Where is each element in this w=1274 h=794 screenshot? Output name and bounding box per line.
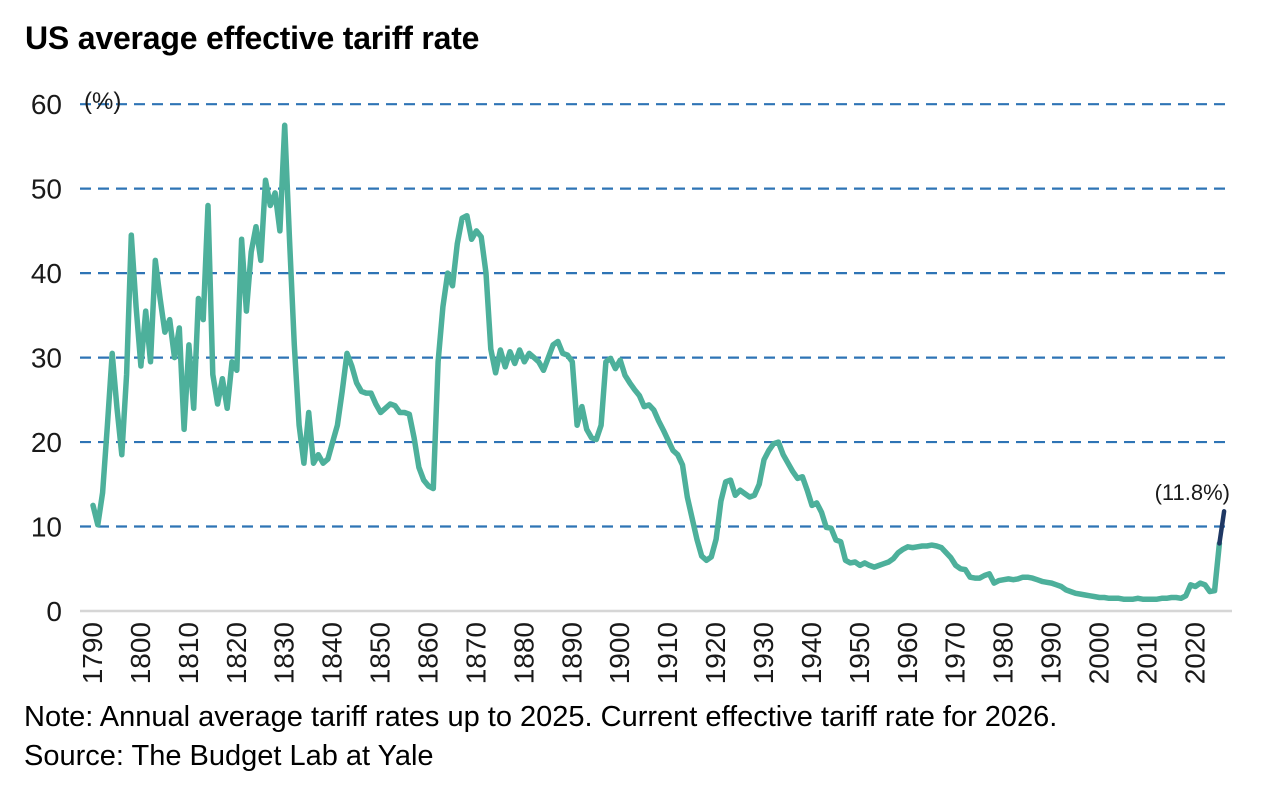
- x-tick-label-1880: 1880: [508, 622, 539, 684]
- y-tick-label-40: 40: [31, 258, 62, 289]
- x-tick-label-1980: 1980: [988, 622, 1019, 684]
- x-tick-label-1950: 1950: [844, 622, 875, 684]
- x-tick-label-2000: 2000: [1084, 622, 1115, 684]
- source-text: Source: The Budget Lab at Yale: [24, 740, 434, 772]
- x-tick-label-2010: 2010: [1131, 622, 1162, 684]
- x-tick-label-1900: 1900: [604, 622, 635, 684]
- y-tick-label-30: 30: [31, 343, 62, 374]
- x-tick-label-1910: 1910: [652, 622, 683, 684]
- y-tick-label-50: 50: [31, 174, 62, 205]
- x-tick-label-1840: 1840: [317, 622, 348, 684]
- x-tick-label-1940: 1940: [796, 622, 827, 684]
- x-tick-label-1790: 1790: [77, 622, 108, 684]
- x-tick-label-1890: 1890: [556, 622, 587, 684]
- x-tick-label-1990: 1990: [1036, 622, 1067, 684]
- x-tick-label-1920: 1920: [700, 622, 731, 684]
- x-tick-label-1850: 1850: [365, 622, 396, 684]
- current-rate-annotation: (11.8%): [1154, 480, 1230, 505]
- y-tick-label-20: 20: [31, 427, 62, 458]
- x-tick-label-1860: 1860: [413, 622, 444, 684]
- x-tick-label-1820: 1820: [221, 622, 252, 684]
- chart-title: US average effective tariff rate: [25, 20, 480, 56]
- note-text: Note: Annual average tariff rates up to …: [24, 701, 1058, 733]
- tariff-line: [90, 122, 1223, 602]
- x-tick-label-1960: 1960: [892, 622, 923, 684]
- y-axis-unit-label: (%): [84, 88, 122, 115]
- y-tick-label-10: 10: [31, 512, 62, 543]
- x-tick-label-1930: 1930: [748, 622, 779, 684]
- x-tick-label-1870: 1870: [460, 622, 491, 684]
- x-tick-label-1830: 1830: [269, 622, 300, 684]
- x-tick-label-2020: 2020: [1179, 622, 1210, 684]
- y-tick-label-60: 60: [31, 89, 62, 120]
- y-tick-label-0: 0: [46, 596, 62, 627]
- current-rate-segment: [1217, 509, 1227, 546]
- x-tick-label-1800: 1800: [125, 622, 156, 684]
- x-tick-label-1970: 1970: [940, 622, 971, 684]
- x-tick-label-1810: 1810: [173, 622, 204, 684]
